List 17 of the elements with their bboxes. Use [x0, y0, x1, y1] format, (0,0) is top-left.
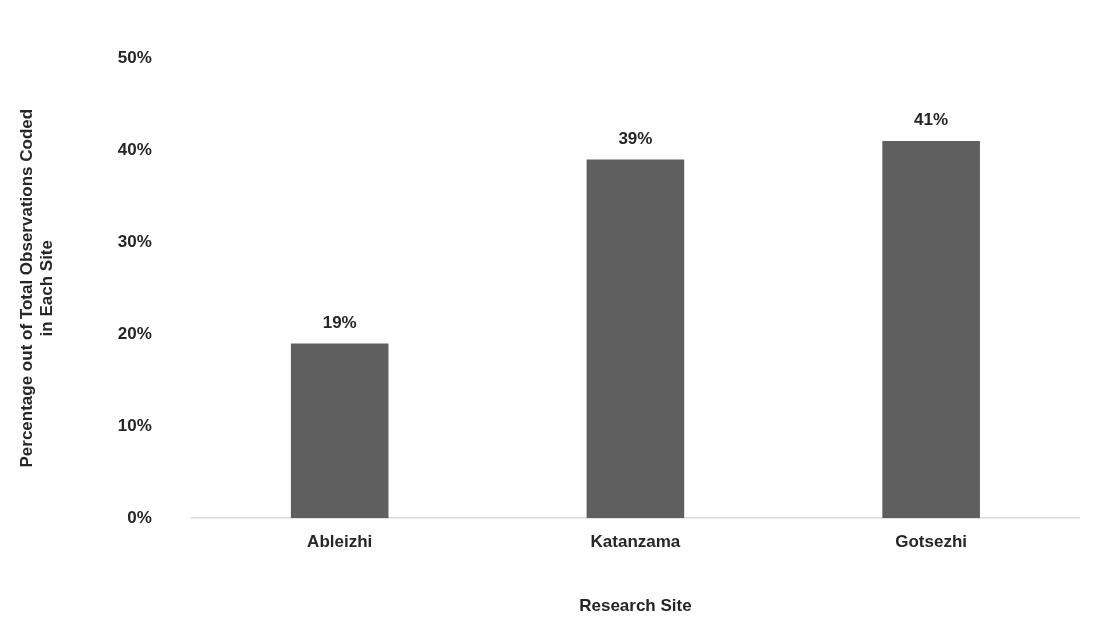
y-axis-title: Percentage out of Total Observations Coded in Each Site	[16, 108, 57, 468]
y-tick-label: 40%	[117, 139, 152, 159]
x-tick-label: Gotsezhi	[895, 532, 968, 552]
y-tick-label: 10%	[117, 415, 152, 435]
y-tick-label: 50%	[117, 47, 152, 67]
x-tick-label: Ableizhi	[307, 532, 373, 552]
data-label: 41%	[914, 110, 949, 130]
x-axis-title: Research Site	[579, 596, 692, 616]
bar	[586, 159, 685, 519]
bar	[290, 343, 389, 519]
bar	[882, 141, 980, 519]
x-tick-label: Katanzama	[590, 532, 681, 552]
data-label: 19%	[322, 312, 357, 332]
y-tick-label: 30%	[117, 231, 152, 251]
data-label: 39%	[618, 128, 653, 148]
y-tick-label: 0%	[127, 507, 152, 527]
y-tick-label: 20%	[117, 323, 152, 343]
